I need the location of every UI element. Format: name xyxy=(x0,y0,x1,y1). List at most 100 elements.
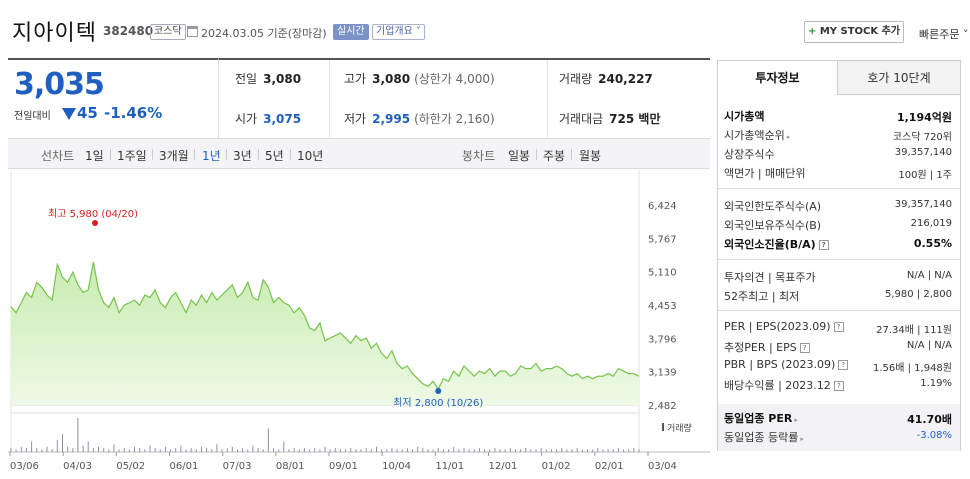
down-arrow-icon xyxy=(62,108,76,120)
period-bar: 선차트 1일 1주일 3개월 1년 3년 5년 10년 봉차트 일봉 주봉 월봉 xyxy=(8,139,710,169)
stock-header: 지아이텍 382480 코스닥 2024.03.05 기준(장마감) 실시간 기… xyxy=(0,0,970,58)
period-1y[interactable]: 1년 xyxy=(202,149,221,163)
high-marker xyxy=(92,220,98,226)
volume-label: 거래량 xyxy=(667,422,692,434)
quick-order-button[interactable]: 빠른주문 ˅ xyxy=(919,28,969,41)
stat-low: 저가 2,995 (하한가 2,160) xyxy=(344,112,495,126)
caret-right-icon: ▸ xyxy=(794,416,798,424)
industry-summary: 동일업종 PER ▸ 41.70배 동일업종 등락률 ▸ -3.08% xyxy=(718,404,960,451)
y-tick-label: 4,453 xyxy=(648,301,677,312)
stock-code: 382480 xyxy=(103,24,154,38)
line-chart-label: 선차트 xyxy=(41,149,75,163)
stat-open: 시가 3,075 xyxy=(235,112,302,126)
price-diff: 45 xyxy=(77,104,98,122)
est-per-value: N/A | N/A xyxy=(906,340,952,351)
x-tick-label: 09/01 xyxy=(329,461,358,472)
low-marker xyxy=(435,388,442,394)
add-my-stock-button[interactable]: + MY STOCK 추가 xyxy=(804,21,904,43)
plus-icon: + xyxy=(807,26,817,37)
period-1w[interactable]: 1주일 xyxy=(117,149,147,163)
industry-change-label[interactable]: 동일업종 등락률 ▸ xyxy=(724,431,804,444)
price-box: 3,035 전일대비 45 -1.46% xyxy=(8,58,218,139)
period-1d[interactable]: 1일 xyxy=(85,149,104,163)
x-tick-label: 06/01 xyxy=(170,461,199,472)
period-5y[interactable]: 5년 xyxy=(265,149,284,163)
foreign-hold-label: 외국인보유주식수(B) xyxy=(724,219,822,232)
shares-value: 39,357,140 xyxy=(894,147,952,158)
corp-info-button[interactable]: 기업개요 ˅ xyxy=(372,24,425,40)
low-label: 최저 2,800 (10/26) xyxy=(393,397,483,409)
x-tick-label: 03/04 xyxy=(648,461,677,472)
help-icon[interactable]: ? xyxy=(818,240,829,250)
dividend-label: 배당수익률 | 2023.12? xyxy=(724,377,844,393)
industry-per-label[interactable]: 동일업종 PER ▸ xyxy=(724,412,798,425)
par-value: 100원 | 1주 xyxy=(898,170,952,181)
foreign-hold-value: 216,019 xyxy=(910,218,952,229)
stat-amount: 거래대금 725 백만 xyxy=(559,112,661,126)
x-tick-label: 11/01 xyxy=(435,461,464,472)
opinion-label: 투자의견 | 목표주가 xyxy=(724,271,816,284)
foreign-ratio-label: 외국인소진율(B/A)? xyxy=(724,236,829,252)
price-chart[interactable]: 6,424 5,767 5,110 4,453 3,796 3,139 2,482 최고 5,… xyxy=(8,170,710,479)
x-tick-label: 01/02 xyxy=(542,461,571,472)
y-tick-label: 3,139 xyxy=(648,368,677,379)
mcap-rank-label: 시가총액순위 ▸ xyxy=(724,129,791,142)
calendar-icon xyxy=(187,26,198,37)
x-tick-label: 03/06 xyxy=(10,461,39,472)
y-tick-label: 3,796 xyxy=(648,334,677,345)
candle-month[interactable]: 월봉 xyxy=(579,149,602,163)
y-tick-label: 5,767 xyxy=(648,234,677,245)
x-tick-label: 08/01 xyxy=(276,461,305,472)
caret-right-icon: ▸ xyxy=(800,435,804,443)
tab-order-book[interactable]: 호가 10단계 xyxy=(838,61,960,95)
per-value: 27.34배 | 111원 xyxy=(876,325,952,336)
shares-label: 상장주식수 xyxy=(724,148,775,161)
foreign-limit-value: 39,357,140 xyxy=(894,199,952,210)
price-line xyxy=(10,261,640,391)
mcap-rank-value: 코스닥 720위 xyxy=(892,132,952,143)
price-chart-svg: 6,424 5,767 5,110 4,453 3,796 3,139 2,482 최고 5,… xyxy=(8,170,710,472)
help-icon[interactable]: ? xyxy=(838,360,849,370)
par-label: 액면가 | 매매단위 xyxy=(724,167,806,180)
candle-day[interactable]: 일봉 xyxy=(508,149,531,163)
base-date: 2024.03.05 기준(장마감) xyxy=(201,27,327,40)
dividend-value: 1.19% xyxy=(920,378,952,389)
per-label: PER | EPS(2023.09)? xyxy=(724,320,844,333)
candle-chart-label: 봉차트 xyxy=(462,149,496,163)
x-tick-label: 05/02 xyxy=(116,461,145,472)
tab-invest-info[interactable]: 투자정보 xyxy=(718,61,838,95)
company-name: 지아이텍 xyxy=(12,21,97,46)
mcap-label: 시가총액 xyxy=(724,110,765,123)
add-my-stock-label: MY STOCK 추가 xyxy=(819,26,901,37)
est-per-label: 추정PER | EPS? xyxy=(724,339,810,355)
pbr-label: PBR | BPS (2023.09)? xyxy=(724,358,849,371)
w52-value: 5,980 | 2,800 xyxy=(885,289,952,300)
foreign-ratio-value: 0.55% xyxy=(913,237,952,250)
y-tick-label: 5,110 xyxy=(648,268,677,279)
help-icon[interactable]: ? xyxy=(799,343,810,353)
w52-label: 52주최고 | 최저 xyxy=(724,290,800,303)
industry-per-value: 41.70배 xyxy=(907,413,952,426)
period-3y[interactable]: 3년 xyxy=(233,149,252,163)
y-tick-label: 6,424 xyxy=(648,201,677,212)
realtime-button[interactable]: 실시간 xyxy=(333,24,369,40)
candle-week[interactable]: 주봉 xyxy=(543,149,566,163)
stat-high: 고가 3,080 (상한가 4,000) xyxy=(344,72,495,86)
help-icon[interactable]: ? xyxy=(833,322,844,332)
market-badge: 코스닥 xyxy=(150,24,186,40)
period-3m[interactable]: 3개월 xyxy=(159,149,189,163)
price-diff-pct: -1.46% xyxy=(104,104,163,122)
pbr-value: 1.56배 | 1,948원 xyxy=(872,363,952,374)
help-icon[interactable]: ? xyxy=(833,381,844,391)
industry-change-value: -3.08% xyxy=(916,430,952,441)
high-label: 최고 5,980 (04/20) xyxy=(48,208,138,220)
volume-legend-icon xyxy=(662,423,664,431)
foreign-limit-label: 외국인한도주식수(A) xyxy=(724,200,822,213)
price-area xyxy=(11,262,639,405)
x-tick-label: 10/04 xyxy=(382,461,411,472)
price-stats: 전일 3,080 고가 3,080 (상한가 4,000) 거래량 240,227 시가… xyxy=(218,58,710,139)
info-tabs: 투자정보 호가 10단계 xyxy=(718,61,960,95)
stat-prev: 전일 3,080 xyxy=(235,72,302,86)
invest-info-panel: 투자정보 호가 10단계 시가총액 1,194억원 시가총액순위 ▸ 코스닥 72… xyxy=(717,60,961,451)
period-10y[interactable]: 10년 xyxy=(297,149,324,163)
